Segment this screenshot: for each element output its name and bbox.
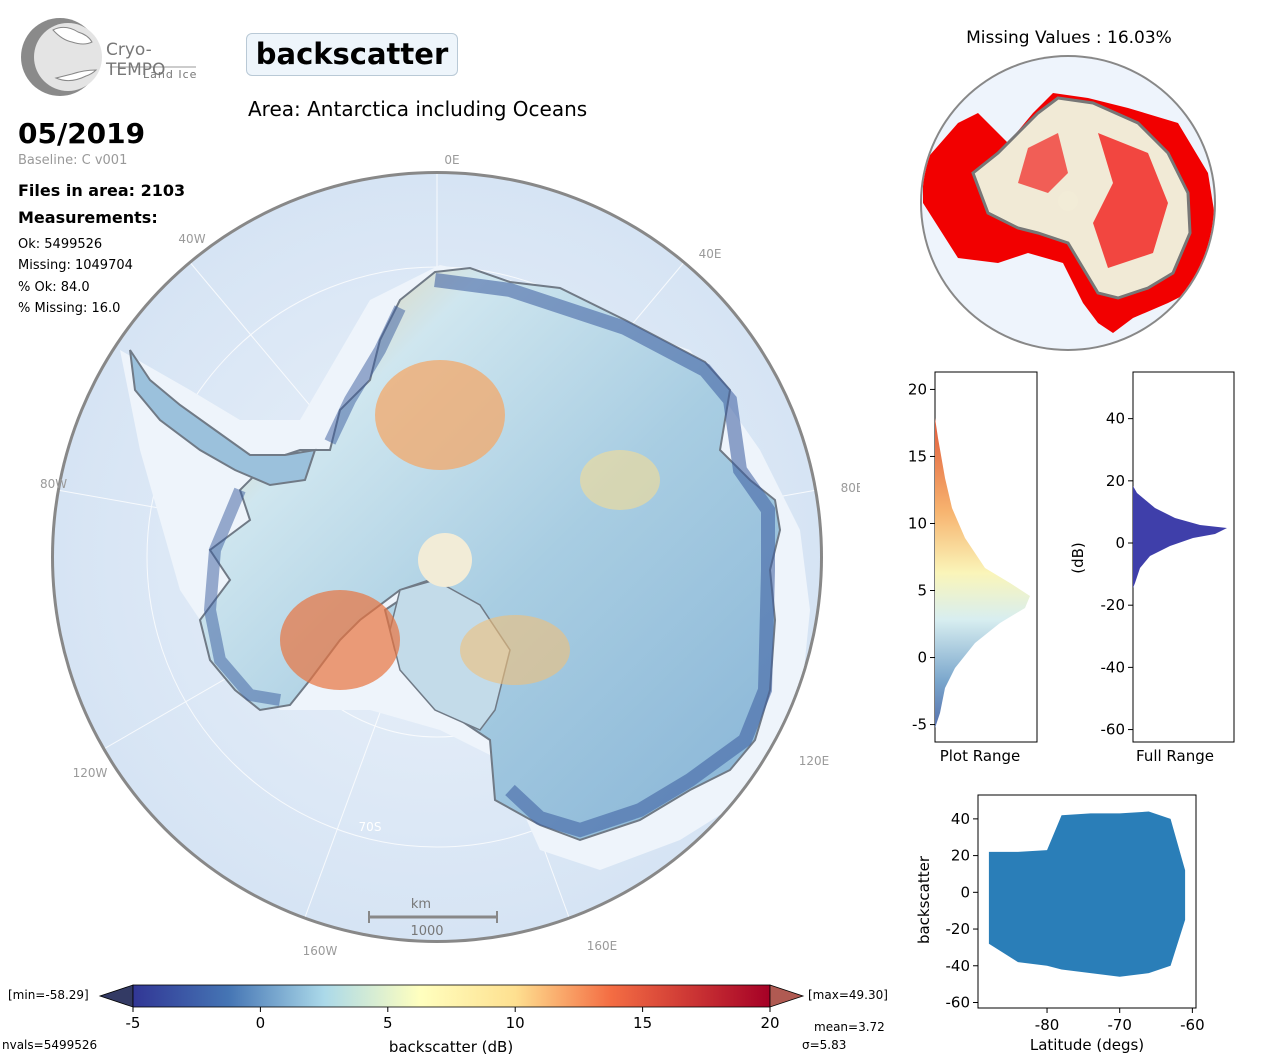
coastal-low-backscatter-band: [434, 273, 775, 838]
plot-range-hist-bars: [935, 418, 1030, 728]
scatter-x-tick-label: -70: [1107, 1016, 1132, 1034]
full-range-tick-label: -40: [1101, 658, 1126, 676]
scatter-points: [988, 811, 1186, 977]
full-range-tick-label: -20: [1101, 596, 1126, 614]
scatter-y-tick-label: 40: [951, 810, 970, 828]
colorbar-tick-label: 10: [506, 1014, 525, 1032]
scatter-y-tick-label: -20: [946, 920, 971, 938]
lon-label-80w: 80W: [40, 477, 67, 491]
plot-range-tick-label: 15: [908, 447, 927, 465]
colorbar-ticks: -5 0 5 10 15 20: [126, 1007, 780, 1032]
lon-label-120e: 120E: [799, 754, 830, 768]
full-range-xlabel: Full Range: [1136, 747, 1214, 765]
scatter-y-tick-label: 0: [960, 883, 970, 901]
colorbar-max-arrow: [769, 984, 805, 1008]
logo-emblem-icon: [21, 18, 196, 96]
scale-unit: km: [411, 897, 431, 912]
west-coastal-band: [203, 305, 406, 706]
full-range-tick-label: -60: [1101, 721, 1126, 739]
area-title: Area: Antarctica including Oceans: [248, 97, 588, 121]
colorbar-tick-label: 15: [633, 1014, 652, 1032]
missing-values-map: [920, 55, 1216, 351]
scatter-y-tick-label: -40: [946, 957, 971, 975]
full-range-hist-bars: [1133, 486, 1227, 588]
sigma-label: σ=5.83: [802, 1038, 846, 1052]
high-backscatter-region-west: [280, 590, 400, 690]
mean-label: mean=3.72: [814, 1020, 885, 1034]
colorbar-min-arrow: [98, 984, 134, 1008]
missing-speckle: [1093, 133, 1168, 268]
measurements-heading: Measurements:: [18, 208, 158, 227]
scatter-xticks: -80 -70 -60: [1035, 1008, 1205, 1034]
measurements-pct-missing: % Missing: 16.0: [18, 301, 121, 316]
date-label: 05/2019: [18, 117, 146, 150]
colorbar: -5 0 5 10 15 20 [min=-58.29] [max=49.30] back…: [2, 984, 888, 1056]
colorbar-tick-label: 5: [383, 1014, 393, 1032]
baseline-label: Baseline: C v001: [18, 153, 128, 168]
plot-range-tick-label: 10: [908, 514, 927, 532]
full-range-ylabel: (dB): [1069, 542, 1087, 574]
colorbar-tick-label: 0: [256, 1014, 266, 1032]
scatter-x-tick-label: -60: [1180, 1016, 1205, 1034]
measurements-missing: Missing: 1049704: [18, 258, 133, 273]
plot-range-tick-label: 5: [917, 582, 927, 600]
scale-value: 1000: [410, 924, 443, 939]
full-range-yticks: 40 20 0 -20 -40 -60: [1101, 410, 1133, 739]
main-map: 0E 40E 80E 120E 160E 160W 120W 80W 40W 7…: [40, 153, 860, 958]
full-range-tick-label: 40: [1106, 410, 1125, 428]
scatter-plot: 40 20 0 -20 -40 -60 -80 -70 -60 backscatter Lat…: [915, 794, 1205, 1054]
logo-name: Cryo-TEMPO: [106, 40, 166, 80]
colorbar-tick-label: 20: [760, 1014, 779, 1032]
logo: Cryo-TEMPO Land Ice: [18, 16, 198, 98]
plot-range-yticks: 20 15 10 5 0 -5: [908, 380, 935, 734]
scatter-xlabel: Latitude (degs): [1030, 1036, 1144, 1054]
lon-label-120w: 120W: [73, 766, 108, 780]
logo-subtitle: Land Ice: [143, 68, 198, 81]
parameter-title-box: backscatter: [246, 33, 458, 76]
scatter-y-tick-label: -60: [946, 993, 971, 1011]
pole-hole: [418, 533, 472, 587]
scale-bar: km 1000: [368, 897, 498, 939]
lon-label-160e: 160E: [587, 939, 618, 953]
plot-range-tick-label: 20: [908, 380, 927, 398]
full-range-tick-label: 0: [1115, 534, 1125, 552]
lon-label-80e: 80E: [841, 481, 860, 495]
antarctic-peninsula: [129, 349, 317, 487]
colorbar-tick-label: -5: [126, 1014, 141, 1032]
missing-speckle-2: [1018, 133, 1068, 193]
files-count: Files in area: 2103: [18, 181, 186, 200]
scatter-x-tick-label: -80: [1035, 1016, 1060, 1034]
lon-label-40e: 40E: [699, 247, 722, 261]
colorbar-max-label: [max=49.30]: [808, 988, 888, 1002]
missing-map-title: Missing Values : 16.03%: [966, 28, 1172, 48]
scatter-y-tick-label: 20: [951, 847, 970, 865]
scatter-yticks: 40 20 0 -20 -40 -60: [946, 810, 978, 1011]
full-range-histogram: 40 20 0 -20 -40 -60 (dB) Full Range: [1069, 371, 1235, 765]
plot-range-tick-label: -5: [912, 716, 927, 734]
measurements-pct-ok: % Ok: 84.0: [18, 280, 90, 295]
plot-range-histogram: 20 15 10 5 0 -5 Plot Range: [908, 371, 1038, 765]
colorbar-label: backscatter (dB): [389, 1038, 513, 1056]
full-range-tick-label: 20: [1106, 472, 1125, 490]
plot-range-tick-label: 0: [917, 649, 927, 667]
medium-backscatter-region-east: [580, 450, 660, 510]
colorbar-gradient: [132, 984, 771, 1008]
nvals-label: nvals=5499526: [2, 1038, 97, 1052]
lat-label-70s: 70S: [359, 820, 382, 834]
lon-label-40w: 40W: [178, 232, 205, 246]
medium-backscatter-region: [460, 615, 570, 685]
high-backscatter-region: [375, 360, 505, 470]
colorbar-min-label: [min=-58.29]: [8, 988, 89, 1002]
plot-range-xlabel: Plot Range: [940, 747, 1021, 765]
parameter-title: backscatter: [255, 37, 449, 71]
lon-label-0e: 0E: [444, 153, 459, 167]
measurements-ok: Ok: 5499526: [18, 237, 103, 252]
lon-label-160w: 160W: [303, 944, 338, 958]
scatter-ylabel: backscatter: [915, 855, 933, 944]
